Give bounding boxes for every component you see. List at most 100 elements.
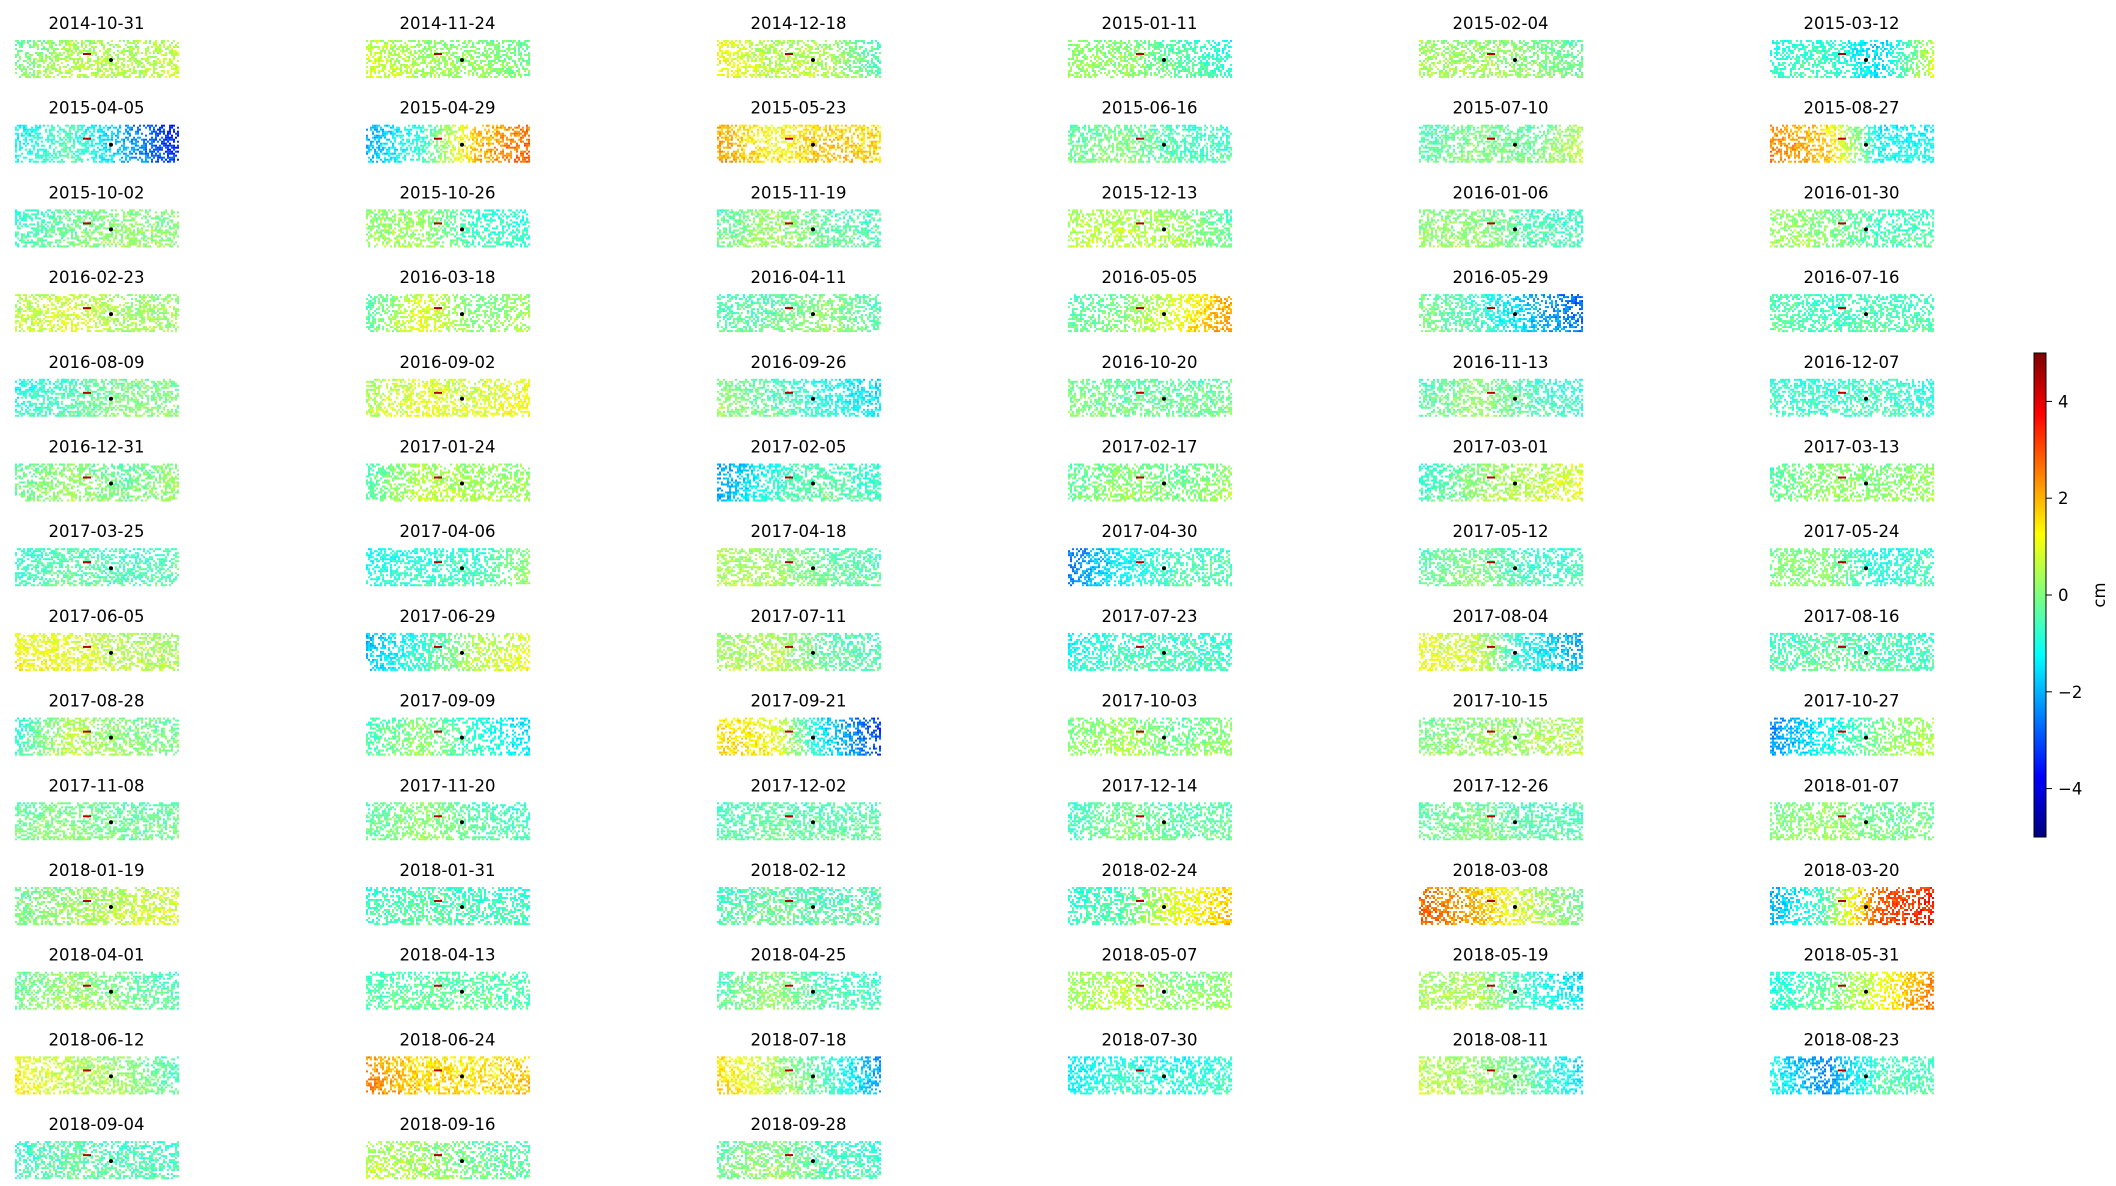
map-pixel [43, 48, 45, 50]
map-pixel [101, 56, 103, 58]
map-pixel [69, 50, 71, 52]
map-pixel [81, 66, 83, 68]
map-pixel [55, 58, 57, 60]
map-pixel [91, 54, 93, 56]
map-pixel [97, 66, 99, 68]
map-pixel [127, 50, 129, 52]
map-pixel [109, 54, 111, 56]
map-pixel [23, 68, 25, 70]
map-pixel [27, 42, 29, 44]
map-pixel [57, 74, 59, 76]
map-pixel [93, 40, 95, 42]
map-pixel [39, 58, 41, 60]
map-pixel [45, 42, 47, 44]
map-pixel [83, 42, 85, 44]
map-pixel [153, 44, 155, 46]
map-pixel [111, 68, 113, 70]
map-pixel [137, 50, 139, 52]
map-pixel [39, 40, 41, 42]
map-pixel [137, 66, 139, 68]
map-pixel [57, 60, 59, 62]
map-pixel [111, 64, 113, 66]
map-pixel [141, 72, 143, 74]
map-pixel [127, 64, 129, 66]
map-pixel [161, 42, 163, 44]
map-pixel [99, 58, 101, 60]
map-pixel [109, 68, 111, 70]
map-pixel [177, 42, 179, 44]
map-pixel [51, 54, 53, 56]
map-pixel [29, 44, 31, 46]
map-pixel [135, 60, 137, 62]
map-pixel [65, 42, 67, 44]
map-pixel [143, 64, 145, 66]
map-pixel [29, 56, 31, 58]
map-pixel [43, 46, 45, 48]
map-pixel [83, 64, 85, 66]
map-pixel [113, 64, 115, 66]
map-pixel [45, 68, 47, 70]
map-pixel [85, 50, 87, 52]
map-pixel [137, 40, 139, 42]
map-pixel [51, 52, 53, 54]
map-pixel [45, 48, 47, 50]
map-pixel [53, 52, 55, 54]
map-pixel [129, 42, 131, 44]
map-pixel [75, 66, 77, 68]
map-pixel [19, 56, 21, 58]
map-pixel [45, 72, 47, 74]
map-pixel [35, 58, 37, 60]
map-pixel [157, 58, 159, 60]
map-pixel [157, 46, 159, 48]
map-pixel [95, 60, 97, 62]
map-pixel [65, 40, 67, 42]
map-pixel [101, 66, 103, 68]
map-pixel [89, 60, 91, 62]
map-pixel [103, 48, 105, 50]
map-pixel [115, 44, 117, 46]
map-pixel [95, 52, 97, 54]
map-pixel [135, 58, 137, 60]
map-pixel [125, 70, 127, 72]
map-pixel [137, 42, 139, 44]
map-pixel [47, 74, 49, 76]
map-pixel [145, 50, 147, 52]
map-pixel [129, 52, 131, 54]
map-pixel [25, 52, 27, 54]
map-pixel [169, 50, 171, 52]
map-pixel [49, 70, 51, 72]
map-pixel [63, 46, 65, 48]
map-pixel [57, 58, 59, 60]
map-pixel [61, 48, 63, 50]
map-pixel [155, 60, 157, 62]
map-pixel [29, 58, 31, 60]
map-pixel [77, 66, 79, 68]
map-pixel [89, 66, 91, 68]
map-pixel [121, 52, 123, 54]
map-pixel [133, 48, 135, 50]
map-pixel [87, 58, 89, 60]
map-pixel [173, 40, 175, 42]
map-pixel [79, 56, 81, 58]
map-pixel [121, 68, 123, 70]
map-pixel [141, 52, 143, 54]
map-pixel [69, 68, 71, 70]
map-pixel [49, 46, 51, 48]
map-pixel [171, 50, 173, 52]
map-pixel [59, 54, 61, 56]
map-pixel [161, 40, 163, 42]
map-pixel [173, 64, 175, 66]
map-pixel [77, 58, 79, 60]
map-pixel [33, 64, 35, 66]
map-pixel [119, 58, 121, 60]
map-pixel [173, 46, 175, 48]
map-pixel [53, 68, 55, 70]
map-pixel [65, 58, 67, 60]
map-pixel [167, 48, 169, 50]
map-pixel [23, 60, 25, 62]
map-pixel [155, 62, 157, 64]
map-pixel [77, 48, 79, 50]
map-pixel [27, 40, 29, 42]
map-pixel [123, 70, 125, 72]
map-pixel [89, 42, 91, 44]
